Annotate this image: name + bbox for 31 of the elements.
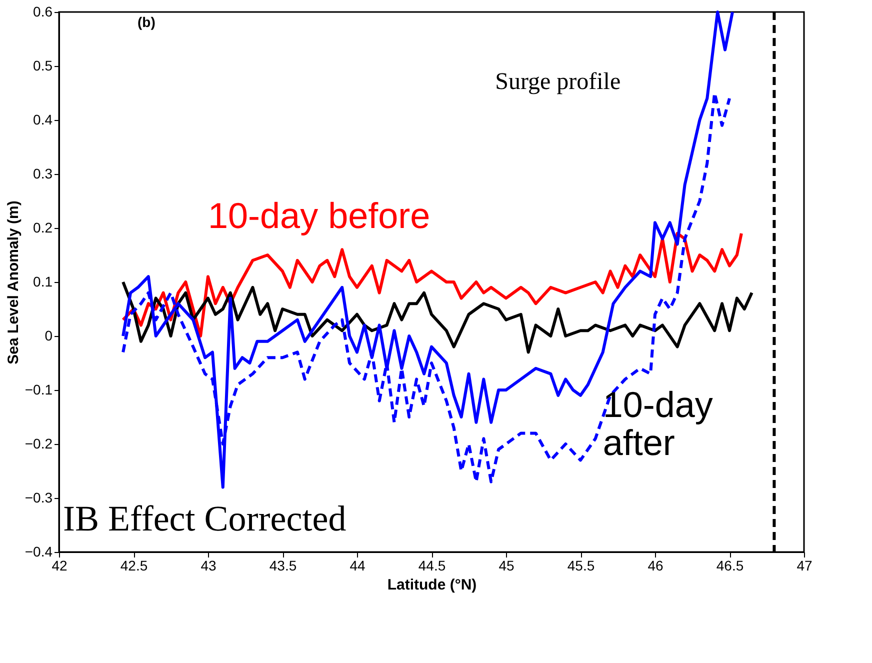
y-tick-label: 0 xyxy=(44,328,53,344)
x-tick-label: 43 xyxy=(200,558,216,574)
y-tick-label: 0.4 xyxy=(33,112,53,128)
y-tick-label: −0.3 xyxy=(24,490,53,506)
x-tick-label: 46 xyxy=(648,558,664,574)
x-tick-label: 44.5 xyxy=(418,558,446,574)
line-series xyxy=(122,280,754,354)
y-tick-label: 0.1 xyxy=(33,274,53,290)
annotation: Surge profile xyxy=(495,69,621,96)
y-tick-label: 0.3 xyxy=(33,166,53,182)
x-tick-label: 42.5 xyxy=(120,558,148,574)
x-tick-label: 47 xyxy=(796,558,812,574)
x-tick-label: 43.5 xyxy=(269,558,297,574)
x-tick-label: 45.5 xyxy=(567,558,595,574)
y-tick-label: 0.6 xyxy=(33,4,53,20)
x-tick-label: 46.5 xyxy=(716,558,744,574)
y-tick-label: 0.2 xyxy=(33,220,53,236)
y-tick-label: −0.4 xyxy=(24,544,53,560)
y-tick-label: 0.5 xyxy=(33,58,53,74)
x-tick-label: 44 xyxy=(350,558,366,574)
y-axis-title: Sea Level Anomaly (m) xyxy=(4,200,22,364)
x-tick-label: 42 xyxy=(52,558,68,574)
annotation: (b) xyxy=(138,14,156,30)
line-series xyxy=(122,10,734,489)
x-tick-label: 45 xyxy=(498,558,514,574)
series-label: 10-day after xyxy=(602,384,713,464)
y-tick-label: −0.2 xyxy=(24,436,53,452)
series-label: 10-day before xyxy=(208,195,430,236)
annotation: IB Effect Corrected xyxy=(63,498,346,539)
y-tick-label: −0.1 xyxy=(24,382,53,398)
x-axis-title: Latitude (°N) xyxy=(387,576,477,594)
